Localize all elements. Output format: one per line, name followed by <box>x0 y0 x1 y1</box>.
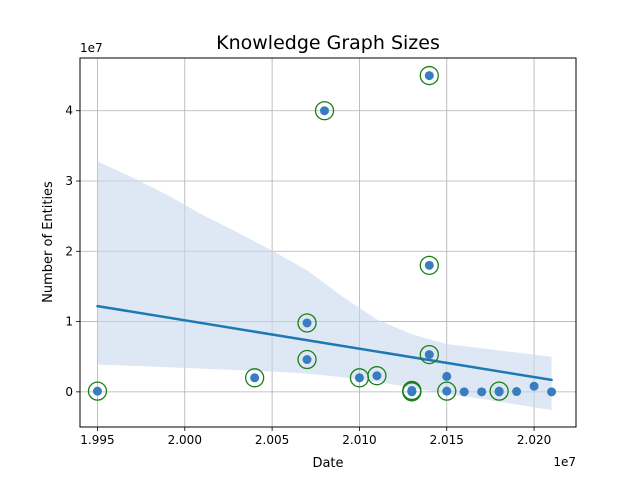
x-tick-label: 1.995 <box>80 433 114 447</box>
y-tick-label: 4 <box>65 104 73 118</box>
data-point-ring <box>419 344 439 365</box>
x-offset-label: 1e7 <box>553 455 576 469</box>
data-point-ring <box>419 255 439 275</box>
y-tick-layer: 0 1 2 3 4 <box>65 104 80 399</box>
plot-area <box>79 57 577 428</box>
data-point <box>354 373 364 383</box>
data-point <box>424 71 434 81</box>
x-tick-label: 2.000 <box>168 433 202 447</box>
data-point <box>424 350 434 360</box>
grid-layer <box>80 58 576 427</box>
data-point-ring <box>402 380 422 401</box>
x-tick-label: 2.005 <box>255 433 289 447</box>
data-point <box>250 373 260 383</box>
data-point-ring <box>489 381 509 401</box>
confidence-band <box>97 161 552 411</box>
data-point <box>477 387 487 397</box>
data-point-ring <box>314 101 335 121</box>
data-point <box>512 387 522 397</box>
data-point <box>320 106 330 116</box>
data-point-ring <box>367 366 387 386</box>
y-offset-label: 1e7 <box>80 41 103 55</box>
data-point <box>372 371 382 381</box>
data-point <box>459 387 469 397</box>
y-tick-label: 3 <box>65 174 73 188</box>
x-tick-label: 2.015 <box>430 433 464 447</box>
data-point-ring <box>297 349 317 370</box>
y-tick-label: 0 <box>65 385 73 399</box>
confidence-band-layer <box>97 161 552 411</box>
regression-layer <box>96 304 553 382</box>
x-axis-label: Date <box>312 456 343 471</box>
data-point <box>442 371 452 381</box>
data-point-ring <box>419 65 439 86</box>
x-tick-layer: 1.995 2.000 2.005 2.010 2.015 2.020 <box>80 427 551 447</box>
data-point <box>302 318 312 328</box>
plot-frame <box>79 57 577 428</box>
y-tick-label: 2 <box>65 244 73 258</box>
data-point <box>529 381 539 391</box>
data-point-ring <box>244 368 265 388</box>
point-layer <box>87 65 557 402</box>
data-point <box>302 355 312 365</box>
data-point <box>424 260 434 270</box>
regression-line <box>96 304 553 382</box>
data-point <box>442 386 452 396</box>
data-point-ring <box>297 313 317 333</box>
data-point-ring <box>87 381 108 401</box>
data-point <box>494 387 504 397</box>
chart-title: Knowledge Graph Sizes <box>216 32 440 54</box>
data-point <box>407 385 417 395</box>
y-tick-label: 1 <box>65 315 73 329</box>
x-tick-label: 2.020 <box>517 433 551 447</box>
data-point-ring <box>437 381 457 401</box>
y-axis-label: Number of Entities <box>41 181 56 303</box>
data-point <box>547 387 557 397</box>
x-tick-label: 2.010 <box>342 433 376 447</box>
data-point <box>92 386 102 396</box>
